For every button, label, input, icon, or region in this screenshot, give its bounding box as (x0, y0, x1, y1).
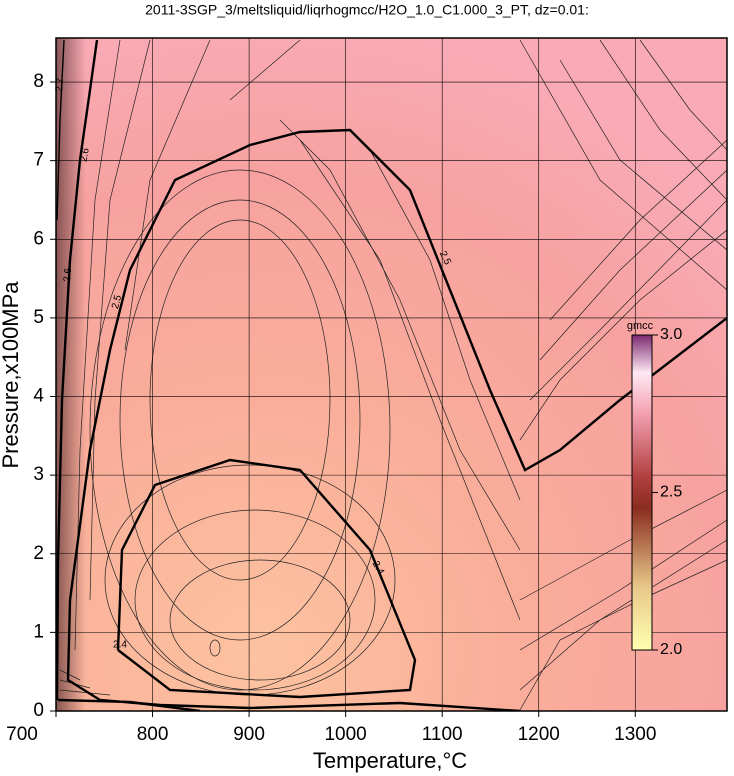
contour-labels: 2.4 2.4 2.5 2.5 2.6 2.6 2.7 (54, 77, 453, 650)
contour-line (56, 39, 201, 711)
colorbar-label: gmcc (627, 320, 654, 332)
x-tick-label: 1000 (324, 724, 366, 745)
y-tick-label: 1 (33, 621, 44, 642)
contour-label: 2.6 (79, 147, 92, 163)
colorbar-tick-label: 3.0 (660, 326, 682, 343)
contour-line (116, 458, 417, 699)
grid (56, 38, 727, 711)
x-tick-label: 1300 (614, 724, 656, 745)
x-tick-label: 900 (233, 724, 265, 745)
x-tick-label: 700 (6, 724, 38, 745)
plot-area (56, 38, 727, 711)
x-tick-label: 1100 (422, 724, 463, 745)
y-tick-label: 6 (33, 228, 44, 249)
x-tick-label: 800 (137, 724, 169, 745)
y-tick-label: 7 (33, 150, 44, 171)
colorbar-tick-label: 2.0 (660, 641, 682, 658)
contour-label: 2.7 (54, 77, 66, 92)
y-tick-label: 2 (33, 543, 44, 564)
colorbar-fill (631, 334, 653, 651)
colorbar: gmcc 2.0 2.5 3.0 (627, 320, 682, 658)
x-axis-label: Temperature,°C (313, 748, 467, 773)
y-tick-label: 3 (33, 464, 44, 485)
y-tick-label: 4 (33, 386, 44, 407)
contour-label: 2.4 (113, 640, 127, 651)
contour-line (56, 39, 65, 221)
chart-title: 2011-3SGP_3/meltsliquid/liqrhogmcc/H2O_1… (145, 2, 589, 18)
x-tick-label: 1200 (518, 724, 560, 745)
contour-label: 2.6 (62, 267, 74, 282)
field-shade (56, 38, 86, 711)
minor-contours (59, 39, 727, 711)
y-tick-label: 5 (33, 307, 44, 328)
colorbar-tick-label: 2.5 (660, 484, 682, 501)
y-axis-label: Pressure,x100MPa (0, 281, 23, 469)
contour-label: 2.5 (110, 293, 124, 310)
plot-frame (55, 37, 728, 712)
contour-label: 2.5 (437, 249, 453, 267)
field (56, 38, 727, 711)
y-tick-label: 0 (33, 700, 44, 721)
y-tick-label: 8 (33, 71, 44, 92)
